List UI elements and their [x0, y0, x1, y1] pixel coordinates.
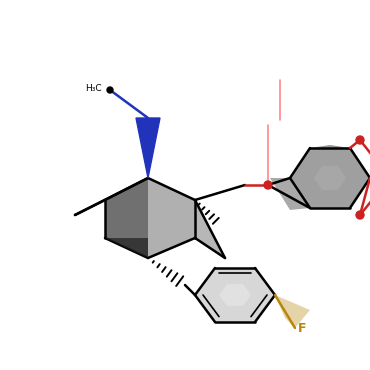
Text: H₃C: H₃C [85, 84, 102, 92]
Polygon shape [75, 178, 148, 215]
Polygon shape [270, 178, 310, 210]
Circle shape [264, 181, 272, 189]
Polygon shape [290, 148, 370, 208]
Circle shape [107, 87, 113, 93]
Polygon shape [310, 145, 350, 148]
Polygon shape [195, 268, 275, 322]
Polygon shape [105, 238, 148, 258]
Polygon shape [148, 178, 195, 258]
Polygon shape [105, 178, 148, 258]
Polygon shape [314, 166, 346, 190]
Circle shape [356, 211, 364, 219]
Polygon shape [136, 118, 160, 178]
Circle shape [356, 136, 364, 144]
Polygon shape [195, 200, 225, 258]
Polygon shape [275, 295, 310, 328]
Text: F: F [298, 322, 306, 334]
Polygon shape [219, 284, 251, 306]
